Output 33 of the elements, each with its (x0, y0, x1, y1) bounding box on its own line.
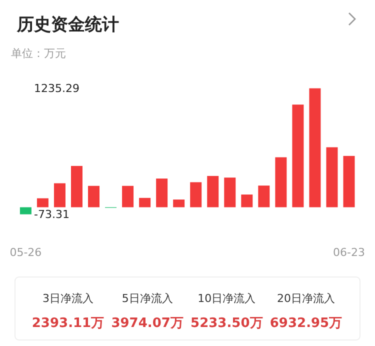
bar (70, 166, 82, 208)
bar (156, 178, 168, 208)
x-tick-label: 05-26 (10, 246, 42, 259)
text: 10日净流入 (198, 292, 256, 305)
bar (343, 156, 355, 208)
bar (88, 186, 100, 208)
text: 6932.95万 (270, 316, 342, 331)
bar (139, 198, 151, 208)
bar (54, 183, 66, 208)
text: 5233.50万 (190, 316, 263, 331)
y-tick-label: -73.31 (34, 208, 70, 222)
bar (241, 194, 253, 208)
bar (309, 88, 321, 208)
y-tick-label: 1235.29 (34, 82, 80, 96)
x-tick-label: 06-23 (333, 246, 365, 259)
y-axis-title: 单位：万元 (11, 47, 66, 60)
text: 20日净流入 (277, 292, 335, 305)
chart-title: 历史资金统计 (16, 15, 119, 35)
bar (36, 198, 48, 208)
bar (20, 207, 32, 214)
bar (326, 147, 338, 208)
text: 5日净流入 (122, 292, 173, 305)
bar (224, 178, 236, 208)
text: 2393.11万 (32, 316, 104, 331)
bar (275, 157, 287, 208)
text: 3974.07万 (111, 316, 184, 331)
bar (292, 104, 304, 208)
bar (258, 186, 270, 208)
bar (122, 186, 134, 208)
text: 3日净流入 (42, 292, 94, 305)
bar (190, 182, 202, 208)
bar (173, 200, 185, 208)
bar (207, 176, 219, 208)
